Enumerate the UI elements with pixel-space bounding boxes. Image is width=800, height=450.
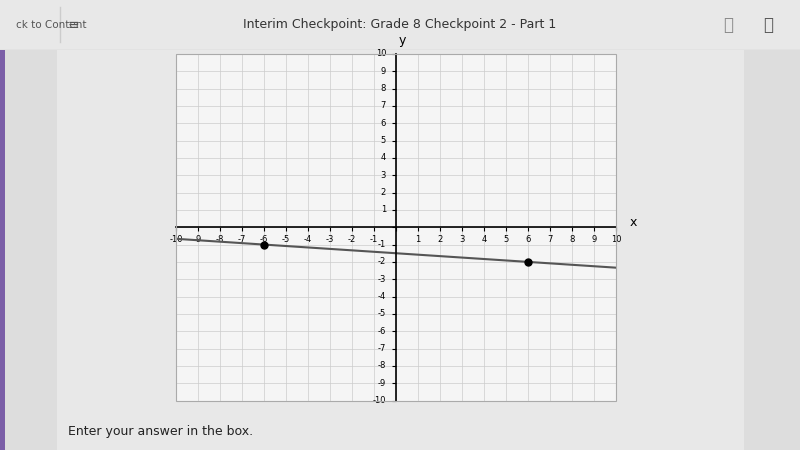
Text: 10: 10 xyxy=(376,50,386,58)
Text: ck to Content: ck to Content xyxy=(16,20,86,30)
Text: 4: 4 xyxy=(381,153,386,162)
Text: Enter your answer in the box.: Enter your answer in the box. xyxy=(68,425,253,438)
Text: 9: 9 xyxy=(591,235,597,244)
Text: -7: -7 xyxy=(238,235,246,244)
Text: ≡: ≡ xyxy=(68,18,80,32)
Text: -10: -10 xyxy=(373,396,386,405)
Text: -7: -7 xyxy=(378,344,386,353)
Text: 6: 6 xyxy=(381,119,386,128)
Text: -2: -2 xyxy=(378,257,386,266)
Text: -9: -9 xyxy=(378,378,386,387)
Text: -3: -3 xyxy=(378,274,386,284)
Text: 3: 3 xyxy=(459,235,465,244)
Text: 1: 1 xyxy=(381,205,386,215)
Text: 5: 5 xyxy=(503,235,509,244)
Text: x: x xyxy=(630,216,638,229)
Text: 2: 2 xyxy=(381,188,386,197)
Text: 8: 8 xyxy=(570,235,574,244)
Text: 3: 3 xyxy=(381,171,386,180)
Bar xyxy=(0,50,5,450)
Text: 4: 4 xyxy=(482,235,486,244)
Text: 2: 2 xyxy=(438,235,442,244)
Text: 7: 7 xyxy=(381,102,386,111)
Text: 1: 1 xyxy=(415,235,421,244)
Text: -9: -9 xyxy=(194,235,202,244)
Text: -8: -8 xyxy=(378,361,386,370)
Text: 6: 6 xyxy=(526,235,530,244)
Text: 7: 7 xyxy=(547,235,553,244)
Text: 〉: 〉 xyxy=(763,16,773,34)
Text: 9: 9 xyxy=(381,67,386,76)
Text: -10: -10 xyxy=(170,235,182,244)
Text: -1: -1 xyxy=(378,240,386,249)
Text: -3: -3 xyxy=(326,235,334,244)
Bar xyxy=(5,50,57,450)
Text: y: y xyxy=(399,34,406,47)
Text: -4: -4 xyxy=(304,235,312,244)
Text: -1: -1 xyxy=(370,235,378,244)
Text: -6: -6 xyxy=(378,327,386,336)
Text: 5: 5 xyxy=(381,136,386,145)
Text: 〈: 〈 xyxy=(723,16,733,34)
Text: Interim Checkpoint: Grade 8 Checkpoint 2 - Part 1: Interim Checkpoint: Grade 8 Checkpoint 2… xyxy=(243,18,557,31)
Bar xyxy=(744,50,800,450)
Text: 10: 10 xyxy=(610,235,622,244)
Text: -6: -6 xyxy=(260,235,268,244)
Text: -8: -8 xyxy=(216,235,224,244)
Text: -2: -2 xyxy=(348,235,356,244)
Text: -5: -5 xyxy=(282,235,290,244)
Text: -4: -4 xyxy=(378,292,386,301)
Text: -5: -5 xyxy=(378,310,386,319)
Text: 8: 8 xyxy=(381,84,386,93)
